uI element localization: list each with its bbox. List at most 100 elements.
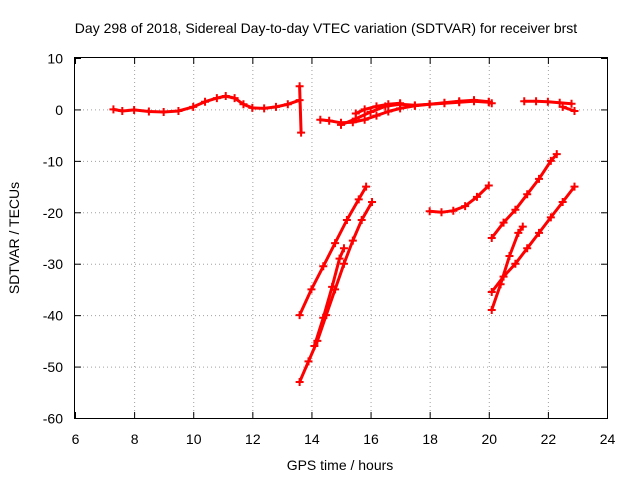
x-tick-label: 8 (131, 431, 139, 447)
data-point (174, 106, 183, 115)
series-track-k (425, 181, 493, 217)
data-point (440, 99, 449, 108)
data-point (535, 174, 544, 183)
x-axis-label: GPS time / hours (287, 457, 394, 473)
y-tick-label: -30 (43, 256, 63, 272)
x-tick-label: 10 (186, 431, 202, 447)
series-track-h (295, 182, 371, 320)
chart-title: Day 298 of 2018, Sidereal Day-to-day VTE… (75, 20, 577, 36)
data-point (461, 202, 470, 211)
x-tick-label: 16 (363, 431, 379, 447)
data-point (484, 181, 493, 190)
data-point (396, 99, 405, 108)
x-tick-label: 24 (600, 431, 616, 447)
data-point (425, 207, 434, 216)
data-point (558, 102, 567, 111)
series-line (298, 84, 303, 135)
data-point (546, 213, 555, 222)
data-point (295, 82, 304, 91)
data-point (472, 192, 481, 201)
data-point (487, 288, 496, 296)
data-point (496, 280, 505, 289)
data-point (455, 98, 464, 107)
data-point (372, 111, 381, 120)
data-point (109, 105, 118, 114)
data-point (260, 104, 269, 113)
data-point (425, 100, 434, 109)
data-point (319, 313, 328, 322)
y-tick-label: -40 (43, 308, 63, 324)
data-point (351, 109, 360, 118)
data-point (307, 285, 316, 294)
data-point (505, 252, 514, 260)
data-point (570, 106, 579, 115)
x-tick-label: 18 (422, 431, 438, 447)
data-point (368, 198, 377, 206)
data-point (316, 115, 325, 124)
data-point (523, 244, 532, 253)
data-point (511, 205, 520, 214)
data-point (360, 105, 369, 114)
data-point (295, 378, 304, 386)
data-point (328, 282, 337, 291)
data-point (362, 182, 371, 191)
data-point (555, 98, 564, 107)
y-tick-label: -10 (43, 153, 63, 169)
x-tick-label: 20 (481, 431, 497, 447)
data-point (339, 244, 348, 253)
data-point (410, 101, 419, 110)
data-point (118, 106, 127, 115)
series-track-n (487, 222, 527, 314)
data-point (546, 156, 555, 165)
data-point (201, 97, 210, 106)
data-point (271, 102, 280, 111)
series-track-l (487, 150, 561, 242)
data-point (331, 239, 340, 248)
data-point (144, 107, 153, 116)
series-line (428, 184, 491, 214)
y-tick-label: 0 (55, 102, 63, 118)
series-track-a (109, 92, 304, 116)
data-point (360, 115, 369, 124)
data-point (325, 116, 334, 125)
x-tick-label: 14 (304, 431, 320, 447)
data-point (567, 99, 576, 108)
data-point (248, 103, 257, 112)
x-tick-label: 22 (541, 431, 557, 447)
data-point (558, 198, 567, 206)
data-point (342, 216, 351, 224)
data-point (310, 342, 319, 350)
series-line (490, 152, 559, 240)
data-point (511, 259, 520, 268)
data-point (189, 102, 198, 111)
data-point (518, 222, 527, 231)
data-point (348, 236, 357, 245)
data-point (487, 99, 496, 108)
data-point (520, 97, 529, 106)
data-point (384, 100, 393, 109)
series-track-e (351, 99, 405, 118)
data-point (295, 311, 304, 320)
data-point (337, 120, 345, 129)
data-point (437, 208, 446, 217)
data-point (384, 107, 393, 116)
y-tick-label: -20 (43, 205, 63, 221)
y-axis-label: SDTVAR / TECUs (6, 182, 22, 294)
data-point (297, 128, 306, 137)
data-point (159, 108, 168, 116)
x-tick-label: 6 (72, 431, 80, 447)
data-point (335, 254, 344, 263)
series-line (490, 225, 525, 312)
series-line (312, 246, 346, 348)
data-point (532, 97, 541, 106)
data-series (109, 82, 579, 386)
grid (75, 58, 607, 418)
data-point (130, 105, 139, 114)
data-point (514, 228, 523, 237)
y-tick-label: 10 (47, 51, 63, 67)
data-point (221, 92, 230, 101)
data-point (470, 97, 478, 106)
data-point (357, 216, 366, 224)
data-point (212, 94, 221, 103)
